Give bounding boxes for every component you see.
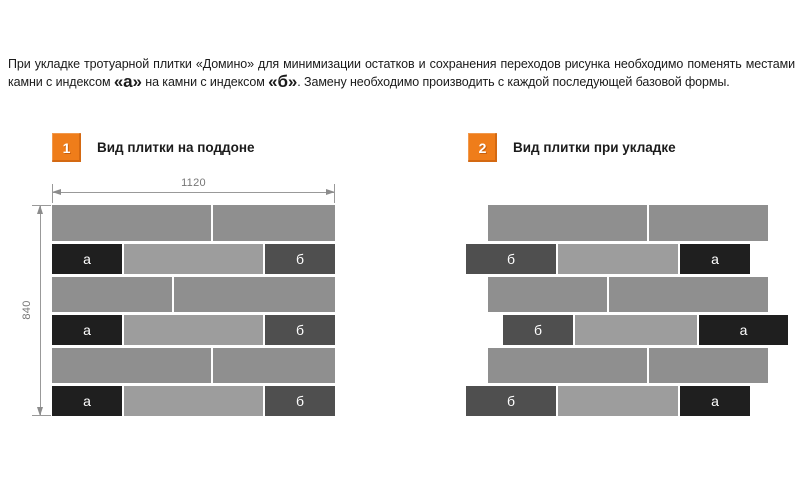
intro-line-2-end: . Замену необходимо производить с каждой…	[297, 75, 730, 89]
tile-row	[488, 205, 768, 241]
tile-a: а	[52, 386, 122, 416]
tile-a: а	[52, 244, 122, 274]
tile-b: б	[265, 244, 335, 274]
tile-gray	[488, 348, 647, 383]
tile-a: а	[680, 244, 750, 274]
intro-line-1: При укладке тротуарной плитки «Домино» д…	[8, 57, 795, 71]
tile-gray	[52, 348, 211, 383]
section-1-number-badge: 1	[52, 133, 81, 162]
section-2-title: Вид плитки при укладке	[513, 140, 676, 155]
dimension-arrow-right-icon	[326, 189, 335, 195]
index-b-emphasis: «б»	[268, 72, 298, 91]
section-header-laying: 2 Вид плитки при укладке	[468, 133, 676, 162]
extension-line-left-bottom	[32, 415, 51, 416]
tile-row	[488, 277, 768, 312]
tile-gray	[213, 348, 335, 383]
tile-row	[52, 205, 335, 241]
dimension-arrow-up-icon	[37, 205, 43, 214]
tile-gray	[213, 205, 335, 241]
tile-gray	[52, 205, 211, 241]
width-dimension-label: 1120	[181, 177, 206, 189]
intro-text: При укладке тротуарной плитки «Домино» д…	[8, 56, 795, 91]
section-2-number-badge: 2	[468, 133, 497, 162]
tile-gray	[649, 205, 768, 241]
dimension-arrow-left-icon	[52, 189, 61, 195]
section-header-pallet: 1 Вид плитки на поддоне	[52, 133, 255, 162]
tile-row	[488, 348, 768, 383]
height-dimension-label: 840	[21, 300, 33, 320]
intro-line-2-start: камни с индексом	[8, 75, 114, 89]
tile-b: б	[265, 315, 335, 345]
height-dimension-line	[40, 205, 41, 416]
dimension-arrow-down-icon	[37, 407, 43, 416]
tile-light	[558, 244, 678, 274]
tile-gray	[649, 348, 768, 383]
tile-gray	[609, 277, 768, 312]
section-1-title: Вид плитки на поддоне	[97, 140, 255, 155]
extension-line-top-right	[334, 184, 335, 203]
tile-b: б	[466, 386, 556, 416]
tile-gray	[52, 277, 172, 312]
index-a-emphasis: «а»	[113, 72, 142, 91]
tile-b: б	[265, 386, 335, 416]
tile-light	[124, 244, 263, 274]
tile-a: а	[680, 386, 750, 416]
tile-b: б	[466, 244, 556, 274]
extension-line-left-top	[32, 205, 51, 206]
tile-light	[575, 315, 697, 345]
tile-light	[558, 386, 678, 416]
tile-light	[124, 386, 263, 416]
intro-line-2-middle: на камни с индексом	[141, 75, 269, 89]
tile-b: б	[503, 315, 573, 345]
tile-gray	[488, 277, 607, 312]
tile-gray	[488, 205, 647, 241]
tile-a: а	[52, 315, 122, 345]
width-dimension-line	[52, 192, 335, 193]
tile-a: а	[699, 315, 788, 345]
tile-gray	[174, 277, 335, 312]
tile-row	[52, 277, 335, 312]
tile-light	[124, 315, 263, 345]
extension-line-top-left	[52, 184, 53, 203]
tile-row	[52, 348, 335, 383]
intro-line-2: камни с индексом «а» на камни с индексом…	[8, 73, 795, 91]
